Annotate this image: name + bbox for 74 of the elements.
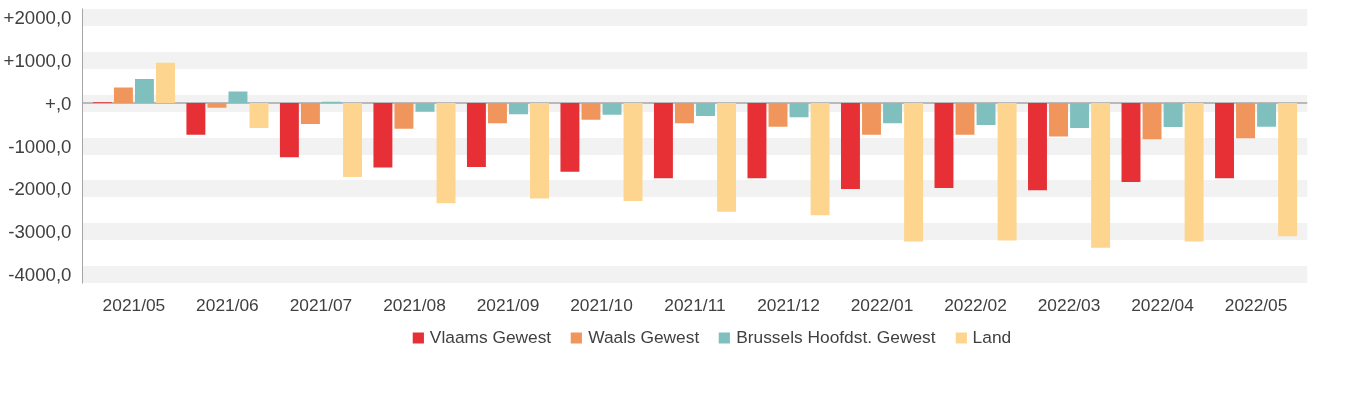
bar (696, 103, 715, 116)
bar (186, 103, 206, 135)
bar (623, 103, 643, 201)
y-tick-label: -2000,0 (8, 178, 72, 200)
bar (581, 103, 601, 120)
bar (653, 103, 673, 179)
bar (373, 103, 393, 168)
bar (1049, 103, 1068, 137)
bar (862, 103, 881, 135)
bar (1257, 103, 1277, 127)
bar (415, 103, 435, 112)
bar (279, 103, 299, 158)
x-tick-label: 2021/11 (664, 294, 726, 315)
bar (343, 103, 362, 177)
legend-label: Brussels Hoofdst. Gewest (736, 326, 936, 348)
bar (436, 103, 456, 204)
y-tick-label: +1000,0 (3, 49, 72, 71)
x-tick-label: 2021/10 (570, 294, 633, 315)
y-tick-label: +2000,0 (3, 6, 72, 28)
x-tick-label: 2021/12 (757, 294, 820, 315)
bar (560, 103, 580, 172)
bar (675, 103, 694, 124)
x-tick-label: 2021/07 (289, 294, 353, 315)
bar (747, 103, 767, 179)
bar (134, 78, 154, 104)
bar (1121, 103, 1141, 183)
x-tick-label: 2021/05 (102, 294, 166, 315)
x-tick-label: 2021/06 (196, 294, 259, 315)
x-tick-label: 2022/05 (1224, 294, 1288, 315)
bar (1278, 103, 1298, 237)
bar (228, 91, 248, 104)
bar (997, 103, 1017, 241)
bar (466, 103, 486, 168)
bar (1028, 103, 1047, 191)
bar (934, 103, 954, 189)
bar (487, 103, 507, 124)
bar (1184, 103, 1204, 242)
x-tick-label: 2021/08 (383, 294, 446, 315)
y-tick-label: -4000,0 (8, 264, 72, 286)
bar (976, 103, 996, 125)
bar (530, 103, 550, 199)
bar (1236, 103, 1256, 139)
bar (904, 103, 924, 242)
bar (509, 103, 528, 115)
bar (207, 103, 227, 108)
bar (1163, 103, 1183, 128)
bar (1091, 103, 1111, 248)
bar (113, 87, 133, 104)
bar (768, 103, 788, 127)
x-tick-label: 2022/02 (944, 294, 1007, 315)
y-tick-label: +,0 (45, 92, 72, 114)
legend-label: Land (972, 326, 1012, 348)
bar (1215, 103, 1234, 179)
y-tick-label: -3000,0 (8, 221, 72, 243)
y-tick-label: -1000,0 (8, 135, 72, 157)
bar (883, 103, 903, 124)
bar (300, 103, 320, 125)
legend-label: Waals Gewest (588, 326, 700, 348)
bar (840, 103, 860, 189)
bar (1070, 103, 1090, 128)
bar (249, 103, 269, 128)
legend-label: Vlaams Gewest (429, 326, 552, 348)
bar (717, 103, 737, 212)
bar (810, 103, 830, 216)
bar (156, 62, 175, 104)
x-tick-label: 2022/03 (1037, 294, 1101, 315)
bar (394, 103, 414, 129)
x-tick-label: 2021/09 (476, 294, 540, 315)
x-tick-label: 2022/04 (1131, 294, 1195, 315)
bar (789, 103, 809, 118)
bar (1142, 103, 1162, 140)
x-tick-label: 2022/01 (850, 294, 914, 315)
bar (602, 103, 622, 115)
bar (955, 103, 975, 135)
